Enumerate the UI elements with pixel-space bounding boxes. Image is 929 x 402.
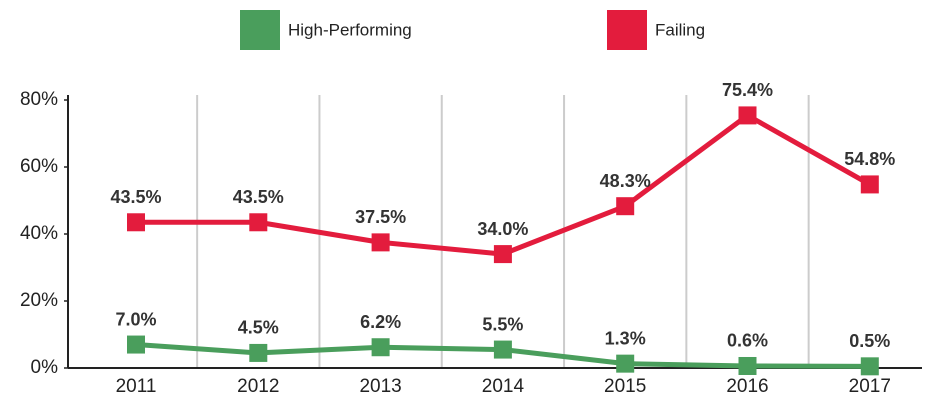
x-tick-label: 2013 xyxy=(359,376,401,397)
value-label: 54.8% xyxy=(844,149,895,169)
marker xyxy=(127,335,145,354)
marker xyxy=(860,175,879,194)
value-label: 37.5% xyxy=(355,207,406,227)
value-label: 1.3% xyxy=(605,328,646,348)
marker xyxy=(249,343,268,362)
legend-label: Failing xyxy=(655,20,705,39)
y-tick-label: 20% xyxy=(20,290,58,311)
x-tick-label: 2015 xyxy=(604,376,646,397)
value-label: 75.4% xyxy=(722,80,773,100)
marker xyxy=(249,213,268,232)
x-tick-label: 2011 xyxy=(116,376,157,397)
x-tick-label: 2012 xyxy=(237,376,279,397)
marker xyxy=(371,338,390,357)
marker xyxy=(127,213,145,232)
y-tick-label: 60% xyxy=(20,156,58,177)
y-tick-label: 40% xyxy=(20,223,58,244)
value-label: 7.0% xyxy=(115,309,156,329)
y-tick-label: 80% xyxy=(20,89,58,110)
marker xyxy=(738,356,757,375)
value-label: 5.5% xyxy=(482,314,523,334)
marker xyxy=(371,233,390,252)
marker xyxy=(738,106,757,125)
y-tick-label: 0% xyxy=(31,357,59,378)
value-label: 43.5% xyxy=(110,187,161,207)
value-label: 43.5% xyxy=(233,187,284,207)
x-tick-label: 2017 xyxy=(849,376,891,397)
legend-label: High-Performing xyxy=(288,20,412,39)
x-tick-label: 2016 xyxy=(726,376,768,397)
value-label: 48.3% xyxy=(600,171,651,191)
value-label: 6.2% xyxy=(360,312,401,332)
value-label: 4.5% xyxy=(238,318,279,338)
marker xyxy=(616,197,635,216)
marker xyxy=(493,340,512,359)
marker xyxy=(493,245,512,264)
value-label: 0.6% xyxy=(727,331,768,351)
legend-swatch xyxy=(240,10,280,50)
value-label: 0.5% xyxy=(849,331,890,351)
legend-swatch xyxy=(607,10,647,50)
marker xyxy=(616,354,635,373)
marker xyxy=(860,357,879,376)
x-tick-label: 2014 xyxy=(482,376,525,397)
value-label: 34.0% xyxy=(477,219,528,239)
